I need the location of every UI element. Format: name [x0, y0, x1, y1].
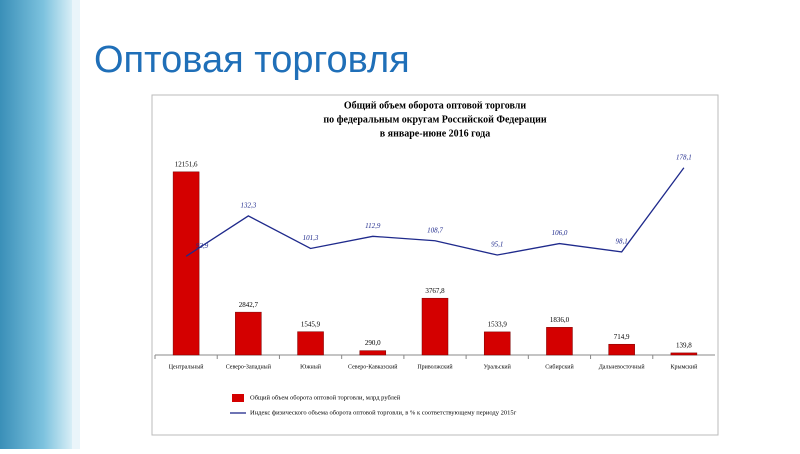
bar-value-label: 1545,9: [301, 320, 321, 328]
bar-value-label: 12151,6: [175, 160, 198, 168]
bar-value-label: 139,8: [676, 342, 692, 350]
bar: [670, 352, 698, 356]
bar-value-label: 714,9: [614, 333, 630, 341]
x-tick-label: Крымский: [670, 363, 698, 370]
x-tick-label: Северо-Западный: [226, 363, 272, 370]
line-value-label: 178,1: [676, 153, 692, 161]
bar-value-label: 2842,7: [239, 301, 259, 309]
x-tick-label: Уральский: [484, 363, 512, 370]
bar: [483, 331, 511, 356]
line-value-label: 108,7: [427, 226, 443, 234]
bar: [421, 297, 449, 356]
x-tick-label: Южный: [300, 363, 322, 370]
chart-title: Общий объем оборота оптовой торговли: [344, 100, 527, 111]
chart-title: по федеральным округам Российской Федера…: [323, 114, 547, 125]
line-value-label: 112,9: [365, 222, 381, 230]
bar-value-label: 290,0: [365, 339, 381, 347]
x-tick-label: Сибирский: [545, 363, 574, 370]
slide-heading: Оптовая торговля: [94, 39, 410, 81]
bar: [235, 311, 262, 356]
bar: [608, 343, 635, 356]
bar-value-label: 1836,0: [550, 316, 570, 324]
chart-title: в январе-июне 2016 года: [380, 128, 490, 139]
bar: [546, 327, 573, 356]
line-value-label: 132,3: [240, 202, 256, 210]
bar: [172, 171, 200, 356]
x-tick-label: Приволжский: [417, 363, 453, 370]
decor-strip: [0, 0, 72, 449]
x-tick-label: Северо-Кавказский: [348, 363, 398, 370]
x-tick-label: Дальневосточный: [599, 363, 646, 370]
bar: [359, 350, 387, 356]
line: [185, 167, 685, 257]
line-value-label: 98,1: [616, 237, 628, 245]
decor-edge: [72, 0, 80, 449]
line-value-label: 95,1: [491, 241, 503, 249]
legend-swatch: [232, 394, 244, 402]
bar: [297, 331, 324, 356]
legend-label: Общий объем оборота оптовой торговли, мл…: [250, 394, 401, 401]
x-tick-label: Центральный: [169, 363, 205, 370]
chart-frame: [151, 94, 719, 436]
line-value-label: 106,0: [552, 229, 568, 237]
bar-value-label: 1533,9: [488, 320, 508, 328]
legend-label: Индекс физического объема оборота оптово…: [250, 409, 517, 416]
bar-value-label: 3767,8: [425, 287, 445, 295]
line-value-label: 101,3: [303, 234, 319, 242]
